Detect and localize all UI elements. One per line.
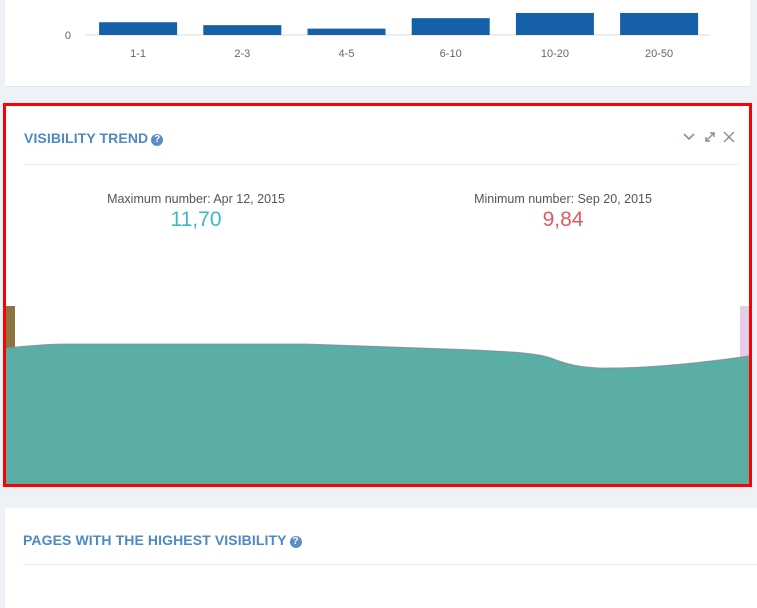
pages-title-text: PAGES WITH THE HIGHEST VISIBILITY: [23, 532, 287, 548]
bar-20-50: [620, 12, 699, 36]
pages-highest-visibility-card: PAGES WITH THE HIGHEST VISIBILITY?: [5, 508, 757, 608]
x-tick-label: 20-50: [645, 48, 673, 60]
bar-1-1: [99, 22, 178, 35]
x-tick-label: 4-5: [339, 48, 355, 60]
bar-10-20: [515, 12, 594, 36]
minimum-stat: Minimum number: Sep 20, 2015 9,84: [433, 192, 693, 232]
close-icon[interactable]: [722, 130, 736, 144]
question-circle-icon[interactable]: ?: [151, 134, 164, 146]
keyword-position-distribution-card: 0 1-1 2-3 4-5 6-10 10-20 20-50: [5, 0, 750, 87]
bar-6-10: [411, 18, 490, 35]
visibility-area-outline: [6, 343, 749, 369]
card-divider: [23, 564, 757, 565]
bar-4-5: [307, 28, 386, 35]
x-tick-label: 1-1: [130, 48, 146, 60]
x-tick-label: 6-10: [440, 48, 462, 60]
maximum-label: Maximum number: Apr 12, 2015: [107, 192, 285, 206]
question-circle-icon[interactable]: ?: [289, 536, 302, 548]
card-divider: [24, 164, 739, 165]
maximum-value: 11,70: [170, 208, 222, 231]
y-tick-label: 0: [65, 30, 71, 42]
visibility-trend-title-text: VISIBILITY TREND: [24, 130, 149, 146]
minimum-value: 9,84: [542, 208, 584, 231]
position-distribution-chart: 0 1-1 2-3 4-5 6-10 10-20 20-50: [65, 12, 710, 60]
maximum-stat: Maximum number: Apr 12, 2015 11,70: [66, 192, 326, 232]
x-tick-label: 2-3: [234, 48, 250, 60]
visibility-area: [6, 344, 749, 484]
x-tick-label: 10-20: [541, 48, 569, 60]
expand-icon[interactable]: [703, 130, 717, 144]
chevron-down-icon[interactable]: [682, 130, 696, 144]
visibility-trend-card: VISIBILITY TREND? Maximum number: Apr 12…: [3, 103, 752, 487]
minimum-label: Minimum number: Sep 20, 2015: [474, 192, 652, 206]
visibility-area-chart: [6, 306, 749, 484]
pages-highest-visibility-title: PAGES WITH THE HIGHEST VISIBILITY?: [23, 532, 302, 548]
bar-2-3: [203, 25, 282, 35]
visibility-trend-title: VISIBILITY TREND?: [24, 130, 164, 146]
